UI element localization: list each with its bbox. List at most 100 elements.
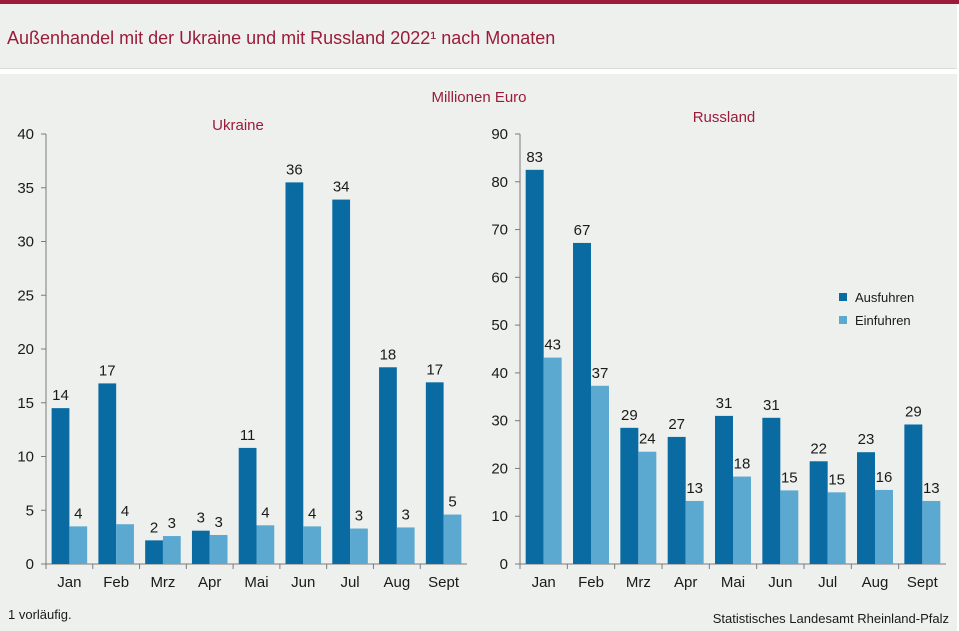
chart-title-ukraine: Ukraine	[212, 117, 264, 134]
chart0-data-label-ausfuhren: 34	[333, 179, 350, 196]
chart1-y-tick-label: 20	[491, 460, 508, 477]
legend-swatch-ausfuhren	[839, 293, 847, 301]
chart-panel: Millionen Euro 1 vorläufig. Statistische…	[0, 74, 957, 631]
chart1-y-tick-label: 80	[491, 174, 508, 191]
chart1-data-label-ausfuhren: 31	[763, 397, 780, 414]
chart1-bar-einfuhren	[780, 490, 799, 564]
chart0-bar-einfuhren	[396, 527, 415, 564]
chart0-y-tick-label: 15	[17, 395, 34, 412]
chart0-x-tick-label: Sept	[428, 574, 460, 591]
chart1-x-tick-label: Apr	[674, 574, 697, 591]
chart0-bar-ausfuhren	[379, 367, 397, 564]
page-title: Außenhandel mit der Ukraine und mit Russ…	[7, 28, 556, 48]
chart1-x-tick-label: Feb	[578, 574, 604, 591]
chart0-y-tick-label: 5	[26, 502, 34, 519]
chart1-bar-ausfuhren	[525, 169, 544, 564]
chart1-y-tick-label: 30	[491, 413, 508, 430]
chart1-data-label-einfuhren: 16	[876, 469, 893, 486]
chart0-bar-einfuhren	[350, 528, 368, 564]
chart1-bar-einfuhren	[543, 357, 562, 564]
chart0-data-label-einfuhren: 5	[448, 494, 456, 511]
chart0-bar-einfuhren	[209, 534, 228, 564]
chart1-data-label-einfuhren: 15	[828, 471, 845, 488]
chart1-x-tick-label: Mai	[721, 574, 745, 591]
chart-svg: Millionen Euro 1 vorläufig. Statistische…	[8, 89, 949, 626]
chart1-bar-ausfuhren	[857, 452, 875, 564]
chart0-y-tick-label: 25	[17, 287, 34, 304]
footnote: 1 vorläufig.	[8, 607, 72, 622]
chart0-x-tick-label: Aug	[383, 574, 410, 591]
chart0-bar-ausfuhren	[425, 382, 444, 564]
chart1-x-tick-label: Aug	[862, 574, 889, 591]
chart1-bar-einfuhren	[875, 489, 893, 564]
chart1-x-tick-label: Sept	[907, 574, 939, 591]
chart0-y-tick-label: 35	[17, 180, 34, 197]
chart1-data-label-einfuhren: 24	[639, 431, 656, 448]
chart0-x-tick-label: Jul	[340, 574, 359, 591]
chart1-bar-ausfuhren	[667, 436, 686, 564]
chart1-bar-ausfuhren	[809, 461, 828, 564]
chart1-data-label-einfuhren: 13	[923, 480, 940, 497]
chart0-y-tick-label: 20	[17, 341, 34, 358]
chart1-data-label-einfuhren: 18	[734, 456, 751, 473]
chart0-data-label-ausfuhren: 36	[286, 161, 303, 178]
source-label: Statistisches Landesamt Rheinland-Pfalz	[713, 611, 949, 626]
title-panel: Außenhandel mit der Ukraine und mit Russ…	[0, 4, 957, 69]
chart0-data-label-einfuhren: 3	[214, 514, 222, 531]
chart1-data-label-einfuhren: 37	[592, 365, 609, 382]
chart1-bar-ausfuhren	[715, 415, 733, 564]
chart0-x-tick-label: Feb	[103, 574, 129, 591]
chart1-bar-einfuhren	[733, 476, 751, 564]
chart0-data-label-einfuhren: 4	[74, 505, 82, 522]
chart0-bar-ausfuhren	[145, 540, 163, 564]
chart1-y-tick-label: 70	[491, 222, 508, 239]
chart0-x-tick-label: Jan	[57, 574, 81, 591]
chart1-data-label-ausfuhren: 83	[526, 149, 543, 166]
chart1-x-tick-label: Jan	[532, 574, 556, 591]
chart0-bar-einfuhren	[162, 536, 181, 564]
chart1-data-label-ausfuhren: 67	[574, 222, 591, 239]
chart0-data-label-einfuhren: 4	[261, 504, 269, 521]
chart1-bar-einfuhren	[638, 451, 657, 564]
chart0-data-label-einfuhren: 4	[308, 505, 316, 522]
chart0-x-tick-label: Mai	[244, 574, 268, 591]
chart1-data-label-ausfuhren: 22	[810, 440, 827, 457]
chart1-y-tick-label: 50	[491, 317, 508, 334]
chart0-bar-einfuhren	[116, 524, 134, 564]
chart0-bar-einfuhren	[256, 525, 275, 564]
top-accent-bar	[0, 0, 959, 4]
chart0-data-label-einfuhren: 3	[402, 506, 410, 523]
chart0-data-label-ausfuhren: 17	[426, 361, 443, 378]
chart1-data-label-ausfuhren: 23	[858, 431, 875, 448]
chart1-data-label-einfuhren: 15	[781, 469, 798, 486]
chart1-data-label-ausfuhren: 31	[716, 395, 733, 412]
chart1-x-tick-label: Jul	[818, 574, 837, 591]
chart1-y-tick-label: 60	[491, 269, 508, 286]
chart0-data-label-einfuhren: 3	[355, 508, 363, 525]
chart1-y-tick-label: 40	[491, 365, 508, 382]
chart1-x-tick-label: Mrz	[626, 574, 651, 591]
chart0-data-label-ausfuhren: 2	[150, 519, 158, 536]
chart1-bar-einfuhren	[685, 500, 704, 564]
chart0-data-label-einfuhren: 3	[168, 515, 176, 532]
chart0-y-tick-label: 0	[26, 556, 34, 573]
chart0-y-tick-label: 10	[17, 449, 34, 466]
chart0-data-label-ausfuhren: 11	[240, 427, 256, 444]
chart0-bar-einfuhren	[303, 526, 322, 564]
chart-title-russland: Russland	[693, 109, 756, 126]
chart1-data-label-einfuhren: 43	[544, 337, 561, 354]
chart1-y-tick-label: 90	[491, 126, 508, 143]
chart0-y-tick-label: 30	[17, 234, 34, 251]
chart0-data-label-ausfuhren: 18	[380, 346, 397, 363]
legend-label-einfuhren: Einfuhren	[855, 313, 911, 328]
chart1-bar-ausfuhren	[620, 427, 639, 564]
chart0-bar-ausfuhren	[51, 408, 70, 564]
chart0-bar-einfuhren	[69, 526, 88, 564]
chart1-data-label-ausfuhren: 27	[668, 416, 685, 433]
chart1-bar-ausfuhren	[573, 242, 591, 564]
chart1-data-label-einfuhren: 13	[686, 480, 703, 497]
chart0-bar-ausfuhren	[238, 447, 257, 564]
chart1-y-tick-label: 10	[491, 508, 508, 525]
chart1-bar-einfuhren	[591, 385, 609, 564]
chart0-data-label-ausfuhren: 17	[99, 362, 116, 379]
